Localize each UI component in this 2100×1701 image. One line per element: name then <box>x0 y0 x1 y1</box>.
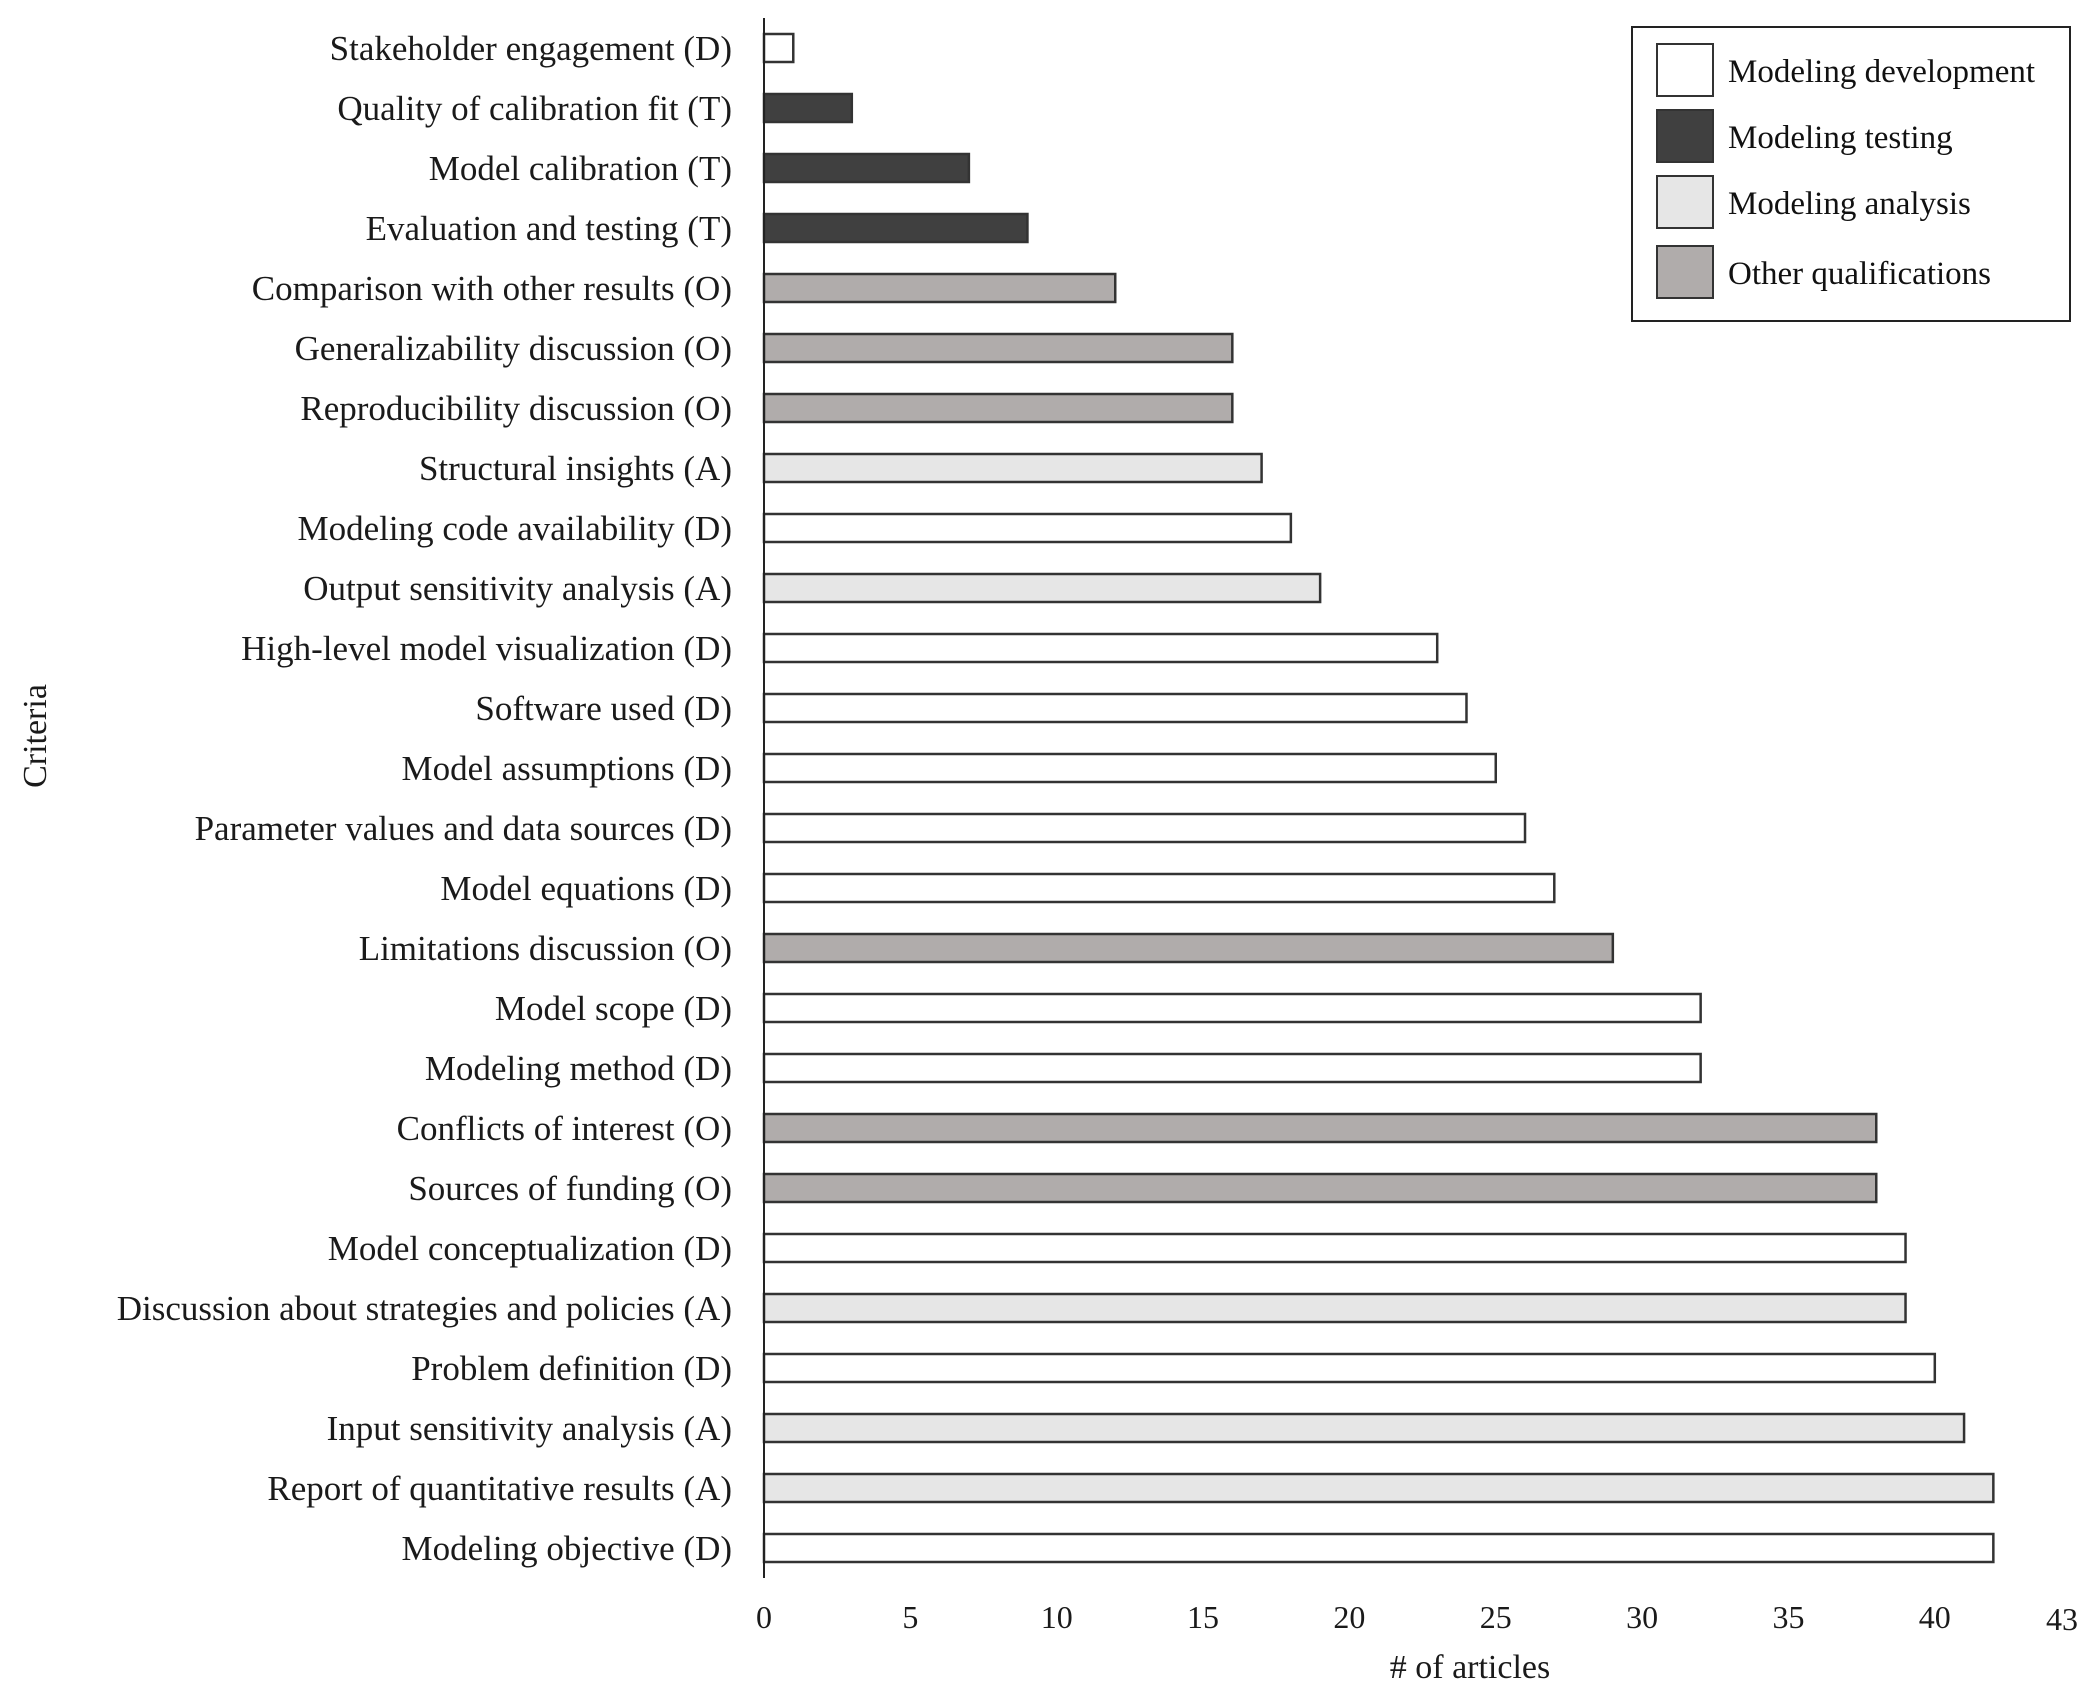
category-label: Reproducibility discussion (O) <box>300 389 732 428</box>
legend-label: Modeling analysis <box>1728 186 1971 222</box>
category-label: Sources of funding (O) <box>408 1169 732 1208</box>
category-label: Output sensitivity analysis (A) <box>303 569 732 608</box>
bar <box>762 32 795 64</box>
category-label: Model equations (D) <box>440 869 732 908</box>
legend-swatch <box>1656 175 1714 229</box>
category-label: High-level model visualization (D) <box>241 629 732 668</box>
category-label: Comparison with other results (O) <box>252 269 732 308</box>
x-tick-label: 0 <box>756 1599 772 1635</box>
bar <box>762 692 1468 724</box>
x-tick-label: 40 <box>1919 1599 1951 1635</box>
legend-swatch <box>1656 43 1714 97</box>
bar <box>762 332 1234 364</box>
category-label: Modeling objective (D) <box>402 1529 732 1568</box>
legend: Modeling development Modeling testing Mode… <box>1631 26 2071 322</box>
category-label: Software used (D) <box>475 689 732 728</box>
bar <box>762 1472 1995 1504</box>
legend-swatch <box>1656 109 1714 163</box>
category-label: Limitations discussion (O) <box>359 929 732 968</box>
category-label: Model assumptions (D) <box>401 749 732 788</box>
bar <box>762 392 1234 424</box>
category-label: Problem definition (D) <box>411 1349 732 1388</box>
bar <box>762 572 1322 604</box>
x-tick-label: 25 <box>1480 1599 1512 1635</box>
legend-label: Modeling testing <box>1728 120 1953 156</box>
category-label: Input sensitivity analysis (A) <box>327 1409 732 1448</box>
x-axis-max-label: 43 <box>2046 1601 2078 1637</box>
category-label: Conflicts of interest (O) <box>397 1109 732 1148</box>
bar <box>762 1412 1966 1444</box>
bar <box>762 452 1263 484</box>
category-label: Parameter values and data sources (D) <box>195 809 732 848</box>
bar <box>762 752 1497 784</box>
x-tick-label: 15 <box>1187 1599 1219 1635</box>
category-label: Report of quantitative results (A) <box>267 1469 732 1508</box>
bars-group <box>762 32 1995 1564</box>
category-label: Model calibration (T) <box>429 149 732 188</box>
category-label: Structural insights (A) <box>419 449 732 488</box>
category-label: Generalizability discussion (O) <box>295 329 732 368</box>
category-label: Model scope (D) <box>495 989 732 1028</box>
bar <box>762 1112 1878 1144</box>
x-axis-title: # of articles <box>1390 1649 1551 1686</box>
bar <box>762 512 1293 544</box>
category-label: Model conceptualization (D) <box>328 1229 732 1268</box>
bar <box>762 992 1702 1024</box>
bar <box>762 1532 1995 1564</box>
category-label: Quality of calibration fit (T) <box>337 89 732 128</box>
category-label: Modeling code availability (D) <box>298 509 732 548</box>
bar <box>762 1172 1878 1204</box>
bar <box>762 92 854 124</box>
legend-swatch <box>1656 245 1714 299</box>
bar <box>762 272 1117 304</box>
y-axis-title: Criteria <box>17 684 54 788</box>
category-label: Stakeholder engagement (D) <box>330 29 732 68</box>
x-tick-label: 35 <box>1772 1599 1804 1635</box>
bar <box>762 212 1029 244</box>
category-label: Modeling method (D) <box>425 1049 732 1088</box>
x-tick-labels: 0 5 10 15 20 25 30 35 40 <box>756 1599 1951 1635</box>
x-tick-label: 10 <box>1041 1599 1073 1635</box>
bar <box>762 632 1439 664</box>
category-label: Evaluation and testing (T) <box>366 209 732 248</box>
x-tick-label: 5 <box>902 1599 918 1635</box>
bar <box>762 152 971 184</box>
x-tick-label: 30 <box>1626 1599 1658 1635</box>
legend-label: Modeling development <box>1728 54 2035 90</box>
bar <box>762 1052 1702 1084</box>
category-labels: Stakeholder engagement (D) Quality of cal… <box>117 29 732 1568</box>
category-label: Discussion about strategies and policies… <box>117 1289 732 1328</box>
bar <box>762 932 1615 964</box>
legend-label: Other qualifications <box>1728 256 1991 292</box>
bar <box>762 1352 1937 1384</box>
bar <box>762 872 1556 904</box>
bar <box>762 1292 1907 1324</box>
bar <box>762 812 1527 844</box>
bar <box>762 1232 1907 1264</box>
x-tick-label: 20 <box>1333 1599 1365 1635</box>
